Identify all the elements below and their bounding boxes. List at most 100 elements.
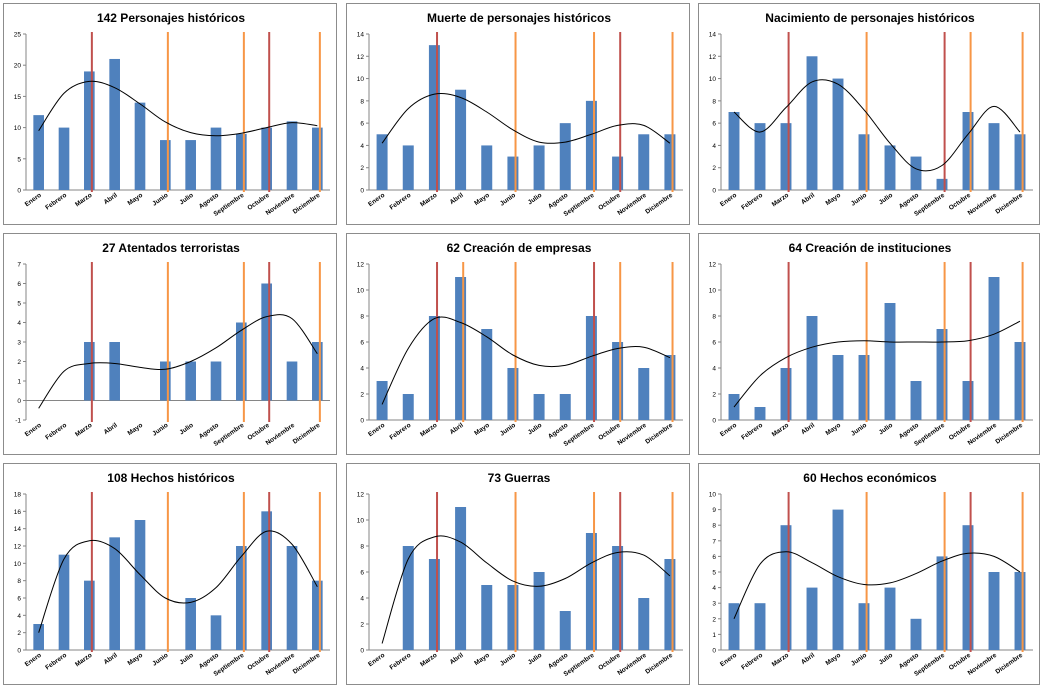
x-tick-label: Mayo: [473, 652, 491, 667]
bar: [58, 127, 70, 190]
bar: [664, 355, 676, 420]
bar: [780, 123, 792, 190]
trend-line: [381, 92, 671, 144]
bar: [806, 587, 818, 650]
x-tick-label: Julio: [178, 652, 194, 666]
y-tick-label: 8: [17, 578, 21, 585]
x-tick-label: Marzo: [771, 422, 790, 439]
chart-title: Nacimiento de personajes históricos: [765, 11, 975, 25]
y-tick-label: 10: [709, 288, 717, 295]
y-tick-label: 12: [357, 492, 365, 499]
bar: [858, 355, 870, 420]
bar: [84, 580, 95, 650]
y-tick-label: 8: [712, 314, 716, 321]
bar: [728, 603, 740, 650]
x-tick-label: Mayo: [825, 192, 843, 207]
x-tick-label: Diciembre: [994, 652, 1024, 676]
x-tick-label: Febrero: [740, 652, 764, 672]
bar: [533, 145, 545, 190]
y-tick-label: 2: [712, 616, 716, 623]
x-tick-label: Abril: [800, 652, 816, 666]
x-tick-label: Enero: [367, 422, 386, 438]
bar: [33, 115, 44, 190]
y-tick-label: 4: [712, 585, 716, 592]
chart-svg: 108 Hechos históricos 0 2 4 6 8 10 12 14 16 18 Ener…: [14, 471, 330, 678]
bar: [286, 546, 298, 650]
bar: [84, 71, 95, 190]
bar: [507, 585, 519, 650]
chart-title: 64 Creación de instituciones: [789, 241, 952, 255]
y-tick-label: 18: [14, 492, 22, 499]
y-tick-label: 4: [17, 320, 21, 327]
bar: [533, 394, 545, 420]
x-tick-label: Agosto: [898, 422, 920, 441]
y-tick-label: 2: [17, 630, 21, 637]
y-tick-label: 9: [712, 507, 716, 514]
x-tick-label: Mayo: [127, 422, 145, 437]
x-tick-label: Noviembre: [967, 652, 999, 677]
bar: [559, 611, 571, 650]
bar: [312, 127, 323, 190]
x-tick-label: Marzo: [74, 652, 93, 669]
y-tick-label: 4: [360, 143, 364, 150]
y-tick-label: 4: [712, 366, 716, 373]
chart-panel: 64 Creación de instituciones 0 2 4 6 8 10 12 Ene…: [698, 233, 1040, 455]
x-tick-label: Marzo: [419, 652, 438, 669]
chart-svg: 73 Guerras 0 2 4 6 8 10 12 Enero Febrero Marzo Abri…: [357, 471, 683, 678]
x-tick-label: Agosto: [898, 652, 920, 671]
chart-svg: Nacimiento de personajes históricos 0 2 4 6 8…: [709, 11, 1033, 218]
bar: [236, 133, 247, 190]
x-tick-label: Noviembre: [967, 192, 999, 217]
bar: [884, 145, 896, 190]
y-tick-label: 16: [14, 509, 22, 516]
x-tick-label: Junio: [151, 192, 169, 208]
y-tick-label: 4: [360, 596, 364, 603]
x-tick-label: Junio: [850, 652, 868, 668]
y-tick-label: 1: [17, 379, 21, 386]
x-tick-label: Abril: [449, 192, 465, 206]
y-tick-label: 0: [17, 648, 21, 655]
bar: [638, 134, 650, 190]
y-tick-label: 10: [14, 561, 22, 568]
x-tick-label: Agosto: [547, 192, 569, 211]
bar: [910, 156, 922, 190]
chart-panel: 60 Hechos económicos 0 1 2 3 4 5 6 7 8 9 10 Enero Feb…: [698, 463, 1040, 685]
chart-panel: 142 Personajes históricos 0 5 10 15 20 25 Enero…: [3, 3, 337, 225]
x-tick-label: Julio: [527, 652, 543, 666]
bar: [559, 394, 571, 420]
y-tick-label: 7: [17, 262, 21, 269]
bar: [612, 546, 624, 650]
bar: [780, 525, 792, 650]
x-tick-label: Febrero: [389, 192, 413, 212]
y-tick-label: 6: [360, 340, 364, 347]
bar: [210, 361, 222, 401]
bar: [638, 368, 650, 420]
bar: [236, 322, 247, 401]
x-tick-label: Enero: [24, 422, 43, 438]
y-tick-label: 10: [14, 125, 22, 132]
y-tick-label: 6: [17, 281, 21, 288]
y-tick-label: 20: [14, 63, 22, 70]
y-tick-label: 10: [357, 288, 365, 295]
y-tick-label: 4: [712, 143, 716, 150]
chart-title: 60 Hechos económicos: [803, 471, 937, 485]
chart-svg: 142 Personajes históricos 0 5 10 15 20 25 Enero…: [14, 11, 330, 218]
y-tick-label: 6: [712, 340, 716, 347]
chart-svg: 27 Atentados terroristas -1 0 1 2 3 4 5 6 7 Enero F…: [15, 241, 330, 448]
chart-panel: 62 Creación de empresas 0 2 4 6 8 10 12 Enero Feb…: [346, 233, 690, 455]
bar: [376, 134, 388, 190]
y-tick-label: 4: [360, 366, 364, 373]
trend-line: [733, 320, 1021, 408]
y-tick-label: -1: [15, 418, 21, 425]
bar: [988, 277, 1000, 420]
y-tick-label: 0: [17, 188, 21, 195]
bar: [754, 603, 766, 650]
bar: [962, 525, 974, 650]
bar: [832, 78, 844, 190]
bar: [261, 127, 272, 190]
x-tick-label: Diciembre: [994, 422, 1024, 446]
x-tick-label: Enero: [367, 652, 386, 668]
chart-panel: 27 Atentados terroristas -1 0 1 2 3 4 5 6 7 Enero F…: [3, 233, 337, 455]
y-tick-label: 12: [709, 54, 717, 61]
bar: [585, 316, 597, 420]
